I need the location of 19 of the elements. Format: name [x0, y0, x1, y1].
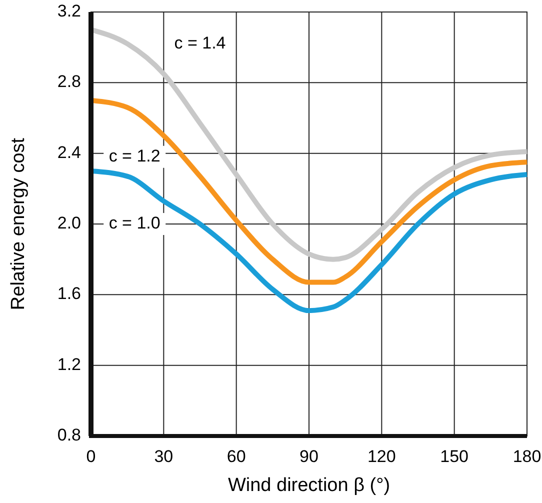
x-tick-label: 180: [512, 447, 542, 466]
y-tick-label: 1.6: [57, 284, 81, 304]
x-axis-title: Wind direction β (°): [228, 475, 390, 496]
series-label: c = 1.4: [174, 33, 226, 52]
x-tick-label: 90: [300, 447, 318, 466]
x-tick-label: 150: [440, 447, 469, 466]
y-tick-label: 1.2: [57, 354, 81, 374]
y-tick-label: 2.4: [57, 142, 81, 162]
x-tick-label: 120: [367, 447, 396, 466]
y-tick-label: 2.8: [57, 72, 81, 92]
y-tick-label: 3.2: [57, 1, 81, 20]
y-tick-label: 2.0: [57, 213, 81, 232]
series-label: c = 1.2: [108, 146, 160, 166]
x-tick-label: 60: [226, 447, 246, 466]
x-tick-label: 0: [86, 447, 96, 466]
series-label: c = 1.0: [108, 213, 160, 232]
y-tick-label: 0.8: [57, 425, 81, 444]
x-tick-label: 30: [154, 447, 174, 466]
y-axis-title: Relative energy cost: [8, 137, 29, 310]
